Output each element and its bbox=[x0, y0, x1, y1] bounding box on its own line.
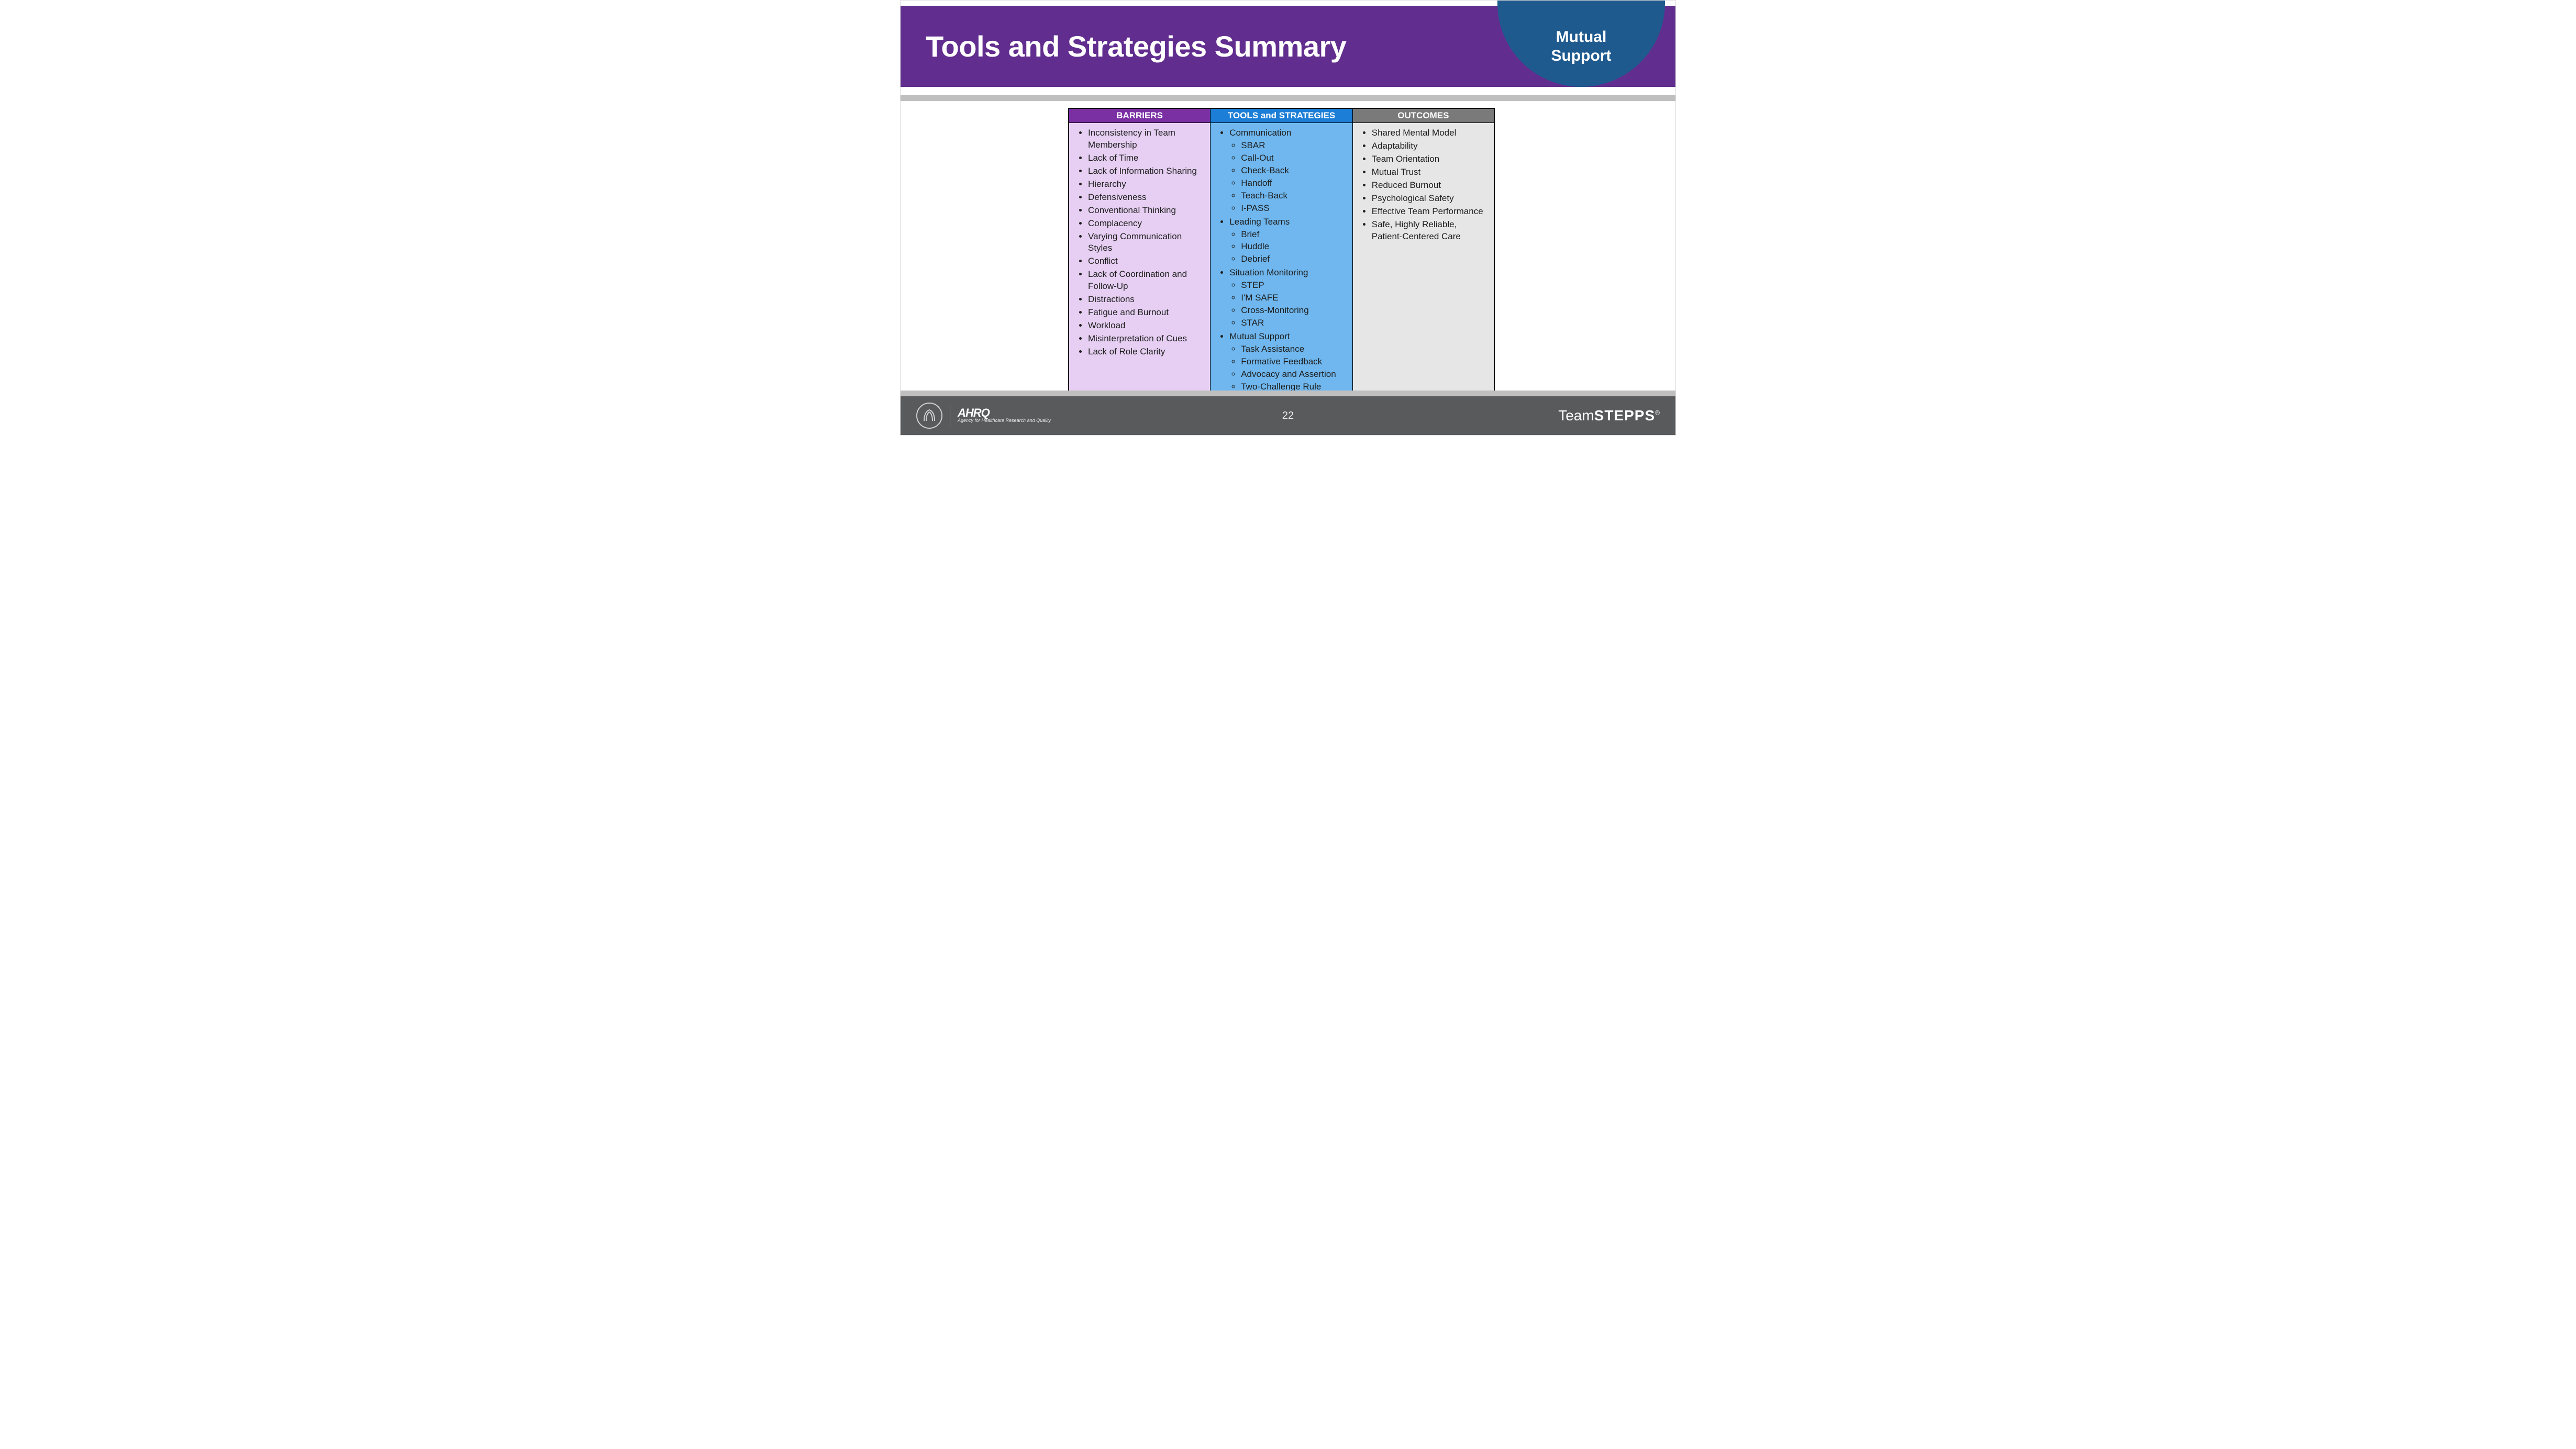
list-item: Situation MonitoringSTEPI'M SAFECross-Mo… bbox=[1229, 267, 1347, 329]
sub-list-item: Huddle bbox=[1241, 241, 1347, 253]
th-barriers: BARRIERS bbox=[1069, 108, 1211, 123]
list-item: Defensiveness bbox=[1088, 192, 1205, 204]
topic-badge-text: Mutual Support bbox=[1551, 17, 1612, 65]
list-item: Lack of Information Sharing bbox=[1088, 165, 1205, 177]
sub-list-item: Teach-Back bbox=[1241, 190, 1347, 202]
teamstepps-logo: TeamSTEPPS® bbox=[1558, 407, 1660, 424]
divider-bar-top bbox=[901, 95, 1675, 101]
page-number: 22 bbox=[1282, 410, 1294, 422]
sub-list-item: Brief bbox=[1241, 229, 1347, 241]
list-item: Lack of Coordination and Follow-Up bbox=[1088, 269, 1205, 293]
sub-list-item: STAR bbox=[1241, 317, 1347, 329]
brand-reg: ® bbox=[1655, 409, 1660, 417]
sub-list-item: Call-Out bbox=[1241, 152, 1347, 164]
sub-list-item: Handoff bbox=[1241, 177, 1347, 190]
sub-list-item: Two-Challenge Rule bbox=[1241, 381, 1347, 391]
list-item: Adaptability bbox=[1372, 140, 1489, 152]
page-title: Tools and Strategies Summary bbox=[926, 29, 1346, 63]
list-item: Conventional Thinking bbox=[1088, 205, 1205, 217]
list-item: Distractions bbox=[1088, 294, 1205, 306]
list-item: Complacency bbox=[1088, 218, 1205, 230]
footer: AHRQ Agency for Healthcare Research and … bbox=[901, 396, 1675, 435]
list-item: Safe, Highly Reliable, Patient-Centered … bbox=[1372, 219, 1489, 243]
slide: Tools and Strategies Summary Mutual Supp… bbox=[900, 0, 1676, 436]
outcomes-list: Shared Mental ModelAdaptabilityTeam Orie… bbox=[1356, 127, 1489, 242]
hhs-seal-icon bbox=[916, 403, 942, 429]
th-tools: TOOLS and STRATEGIES bbox=[1211, 108, 1353, 123]
ahrq-logo: AHRQ Agency for Healthcare Research and … bbox=[958, 408, 1051, 423]
list-item: Fatigue and Burnout bbox=[1088, 307, 1205, 319]
sub-list-item: SBAR bbox=[1241, 140, 1347, 152]
list-item: Conflict bbox=[1088, 255, 1205, 267]
sub-list-item: Task Assistance bbox=[1241, 343, 1347, 355]
td-barriers: Inconsistency in Team MembershipLack of … bbox=[1069, 123, 1211, 392]
tools-list: CommunicationSBARCall-OutCheck-BackHando… bbox=[1214, 127, 1347, 391]
sub-list-item: Cross-Monitoring bbox=[1241, 305, 1347, 317]
list-item: Shared Mental Model bbox=[1372, 127, 1489, 139]
sub-list: Task AssistanceFormative FeedbackAdvocac… bbox=[1229, 343, 1347, 391]
th-outcomes: OUTCOMES bbox=[1352, 108, 1494, 123]
sub-list-item: Debrief bbox=[1241, 253, 1347, 265]
ahrq-mark: AHRQ bbox=[958, 408, 1051, 418]
brand-bold: STEPPS bbox=[1594, 407, 1655, 423]
list-item: Lack of Role Clarity bbox=[1088, 346, 1205, 358]
sub-list: SBARCall-OutCheck-BackHandoffTeach-BackI… bbox=[1229, 140, 1347, 215]
list-item: Hierarchy bbox=[1088, 179, 1205, 191]
footer-left: AHRQ Agency for Healthcare Research and … bbox=[916, 403, 1051, 429]
list-item: Lack of Time bbox=[1088, 152, 1205, 164]
sub-list: BriefHuddleDebrief bbox=[1229, 229, 1347, 266]
list-item: CommunicationSBARCall-OutCheck-BackHando… bbox=[1229, 127, 1347, 215]
list-item: Mutual SupportTask AssistanceFormative F… bbox=[1229, 331, 1347, 391]
sub-list-item: Check-Back bbox=[1241, 165, 1347, 177]
list-item: Reduced Burnout bbox=[1372, 180, 1489, 192]
summary-table: BARRIERS TOOLS and STRATEGIES OUTCOMES I… bbox=[1068, 108, 1495, 392]
sub-list-item: I-PASS bbox=[1241, 203, 1347, 215]
sub-list-item: I'M SAFE bbox=[1241, 292, 1347, 304]
brand-light: Team bbox=[1558, 407, 1594, 423]
sub-list-item: STEP bbox=[1241, 280, 1347, 292]
list-item: Team Orientation bbox=[1372, 153, 1489, 165]
td-outcomes: Shared Mental ModelAdaptabilityTeam Orie… bbox=[1352, 123, 1494, 392]
sub-list-item: Advocacy and Assertion bbox=[1241, 369, 1347, 381]
list-item: Psychological Safety bbox=[1372, 193, 1489, 205]
sub-list: STEPI'M SAFECross-MonitoringSTAR bbox=[1229, 280, 1347, 329]
list-item: Inconsistency in Team Membership bbox=[1088, 127, 1205, 151]
list-item: Effective Team Performance bbox=[1372, 206, 1489, 218]
list-item: Misinterpretation of Cues bbox=[1088, 333, 1205, 345]
divider-bar-bottom bbox=[901, 391, 1675, 396]
list-item: Varying Communication Styles bbox=[1088, 231, 1205, 255]
list-item: Workload bbox=[1088, 320, 1205, 332]
sub-list-item: Formative Feedback bbox=[1241, 356, 1347, 368]
list-item: Mutual Trust bbox=[1372, 166, 1489, 179]
td-tools: CommunicationSBARCall-OutCheck-BackHando… bbox=[1211, 123, 1353, 392]
barriers-list: Inconsistency in Team MembershipLack of … bbox=[1072, 127, 1205, 358]
ahrq-subtitle: Agency for Healthcare Research and Quali… bbox=[958, 418, 1051, 423]
list-item: Leading TeamsBriefHuddleDebrief bbox=[1229, 216, 1347, 266]
